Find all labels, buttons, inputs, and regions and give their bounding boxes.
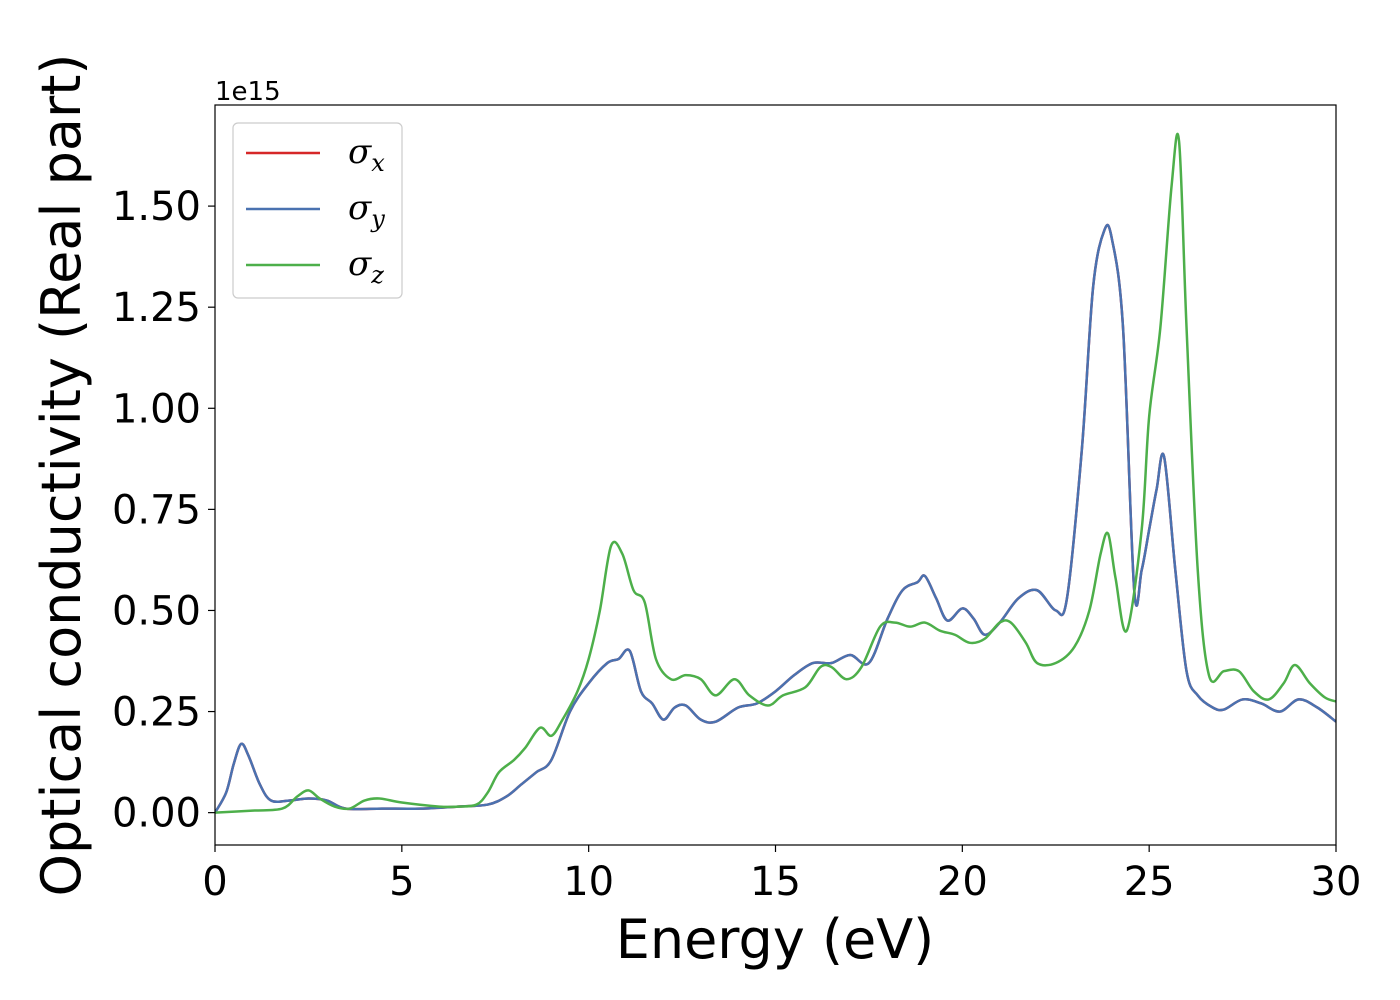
y-tick-label: 1.50	[112, 184, 201, 230]
legend-label-base: σ	[348, 132, 372, 172]
x-tick-label: 15	[750, 859, 801, 905]
x-axis-title: Energy (eV)	[616, 908, 935, 971]
y-tick-label: 0.50	[112, 588, 201, 634]
y-tick-label: 1.25	[112, 285, 201, 331]
y-tick-label: 0.75	[112, 487, 201, 533]
x-axis-ticks: 0 5 10 15 20 25 30	[202, 845, 1361, 905]
legend-label-subscript: y	[370, 205, 385, 233]
x-tick-label: 30	[1311, 859, 1362, 905]
x-tick-label: 20	[937, 859, 988, 905]
y-axis-ticks: 0.00 0.25 0.50 0.75 1.00 1.25 1.50	[112, 184, 215, 837]
legend-box	[232, 122, 403, 299]
y-axis-title: Optical conductivity (Real part)	[30, 54, 93, 897]
x-tick-label: 10	[563, 859, 614, 905]
legend-label-base: σ	[348, 244, 372, 284]
series-line-x	[215, 223, 1336, 814]
legend-label-z: σz	[348, 244, 384, 289]
series-line-y	[215, 223, 1336, 814]
legend-label-subscript: z	[370, 261, 384, 289]
y-tick-label: 1.00	[112, 386, 201, 432]
legend-label-base: σ	[348, 188, 372, 228]
y-tick-label: 0.25	[112, 690, 201, 736]
x-tick-label: 0	[202, 859, 227, 905]
legend-label-y: σy	[348, 188, 385, 233]
x-tick-label: 5	[389, 859, 414, 905]
y-tick-label: 0.00	[112, 791, 201, 837]
legend-label-x: σx	[348, 132, 385, 177]
series-line-z	[215, 132, 1336, 814]
legend-label-subscript: x	[371, 149, 385, 177]
x-tick-label: 25	[1124, 859, 1175, 905]
y-offset-text: 1e15	[215, 77, 281, 107]
series-layer	[215, 132, 1336, 814]
